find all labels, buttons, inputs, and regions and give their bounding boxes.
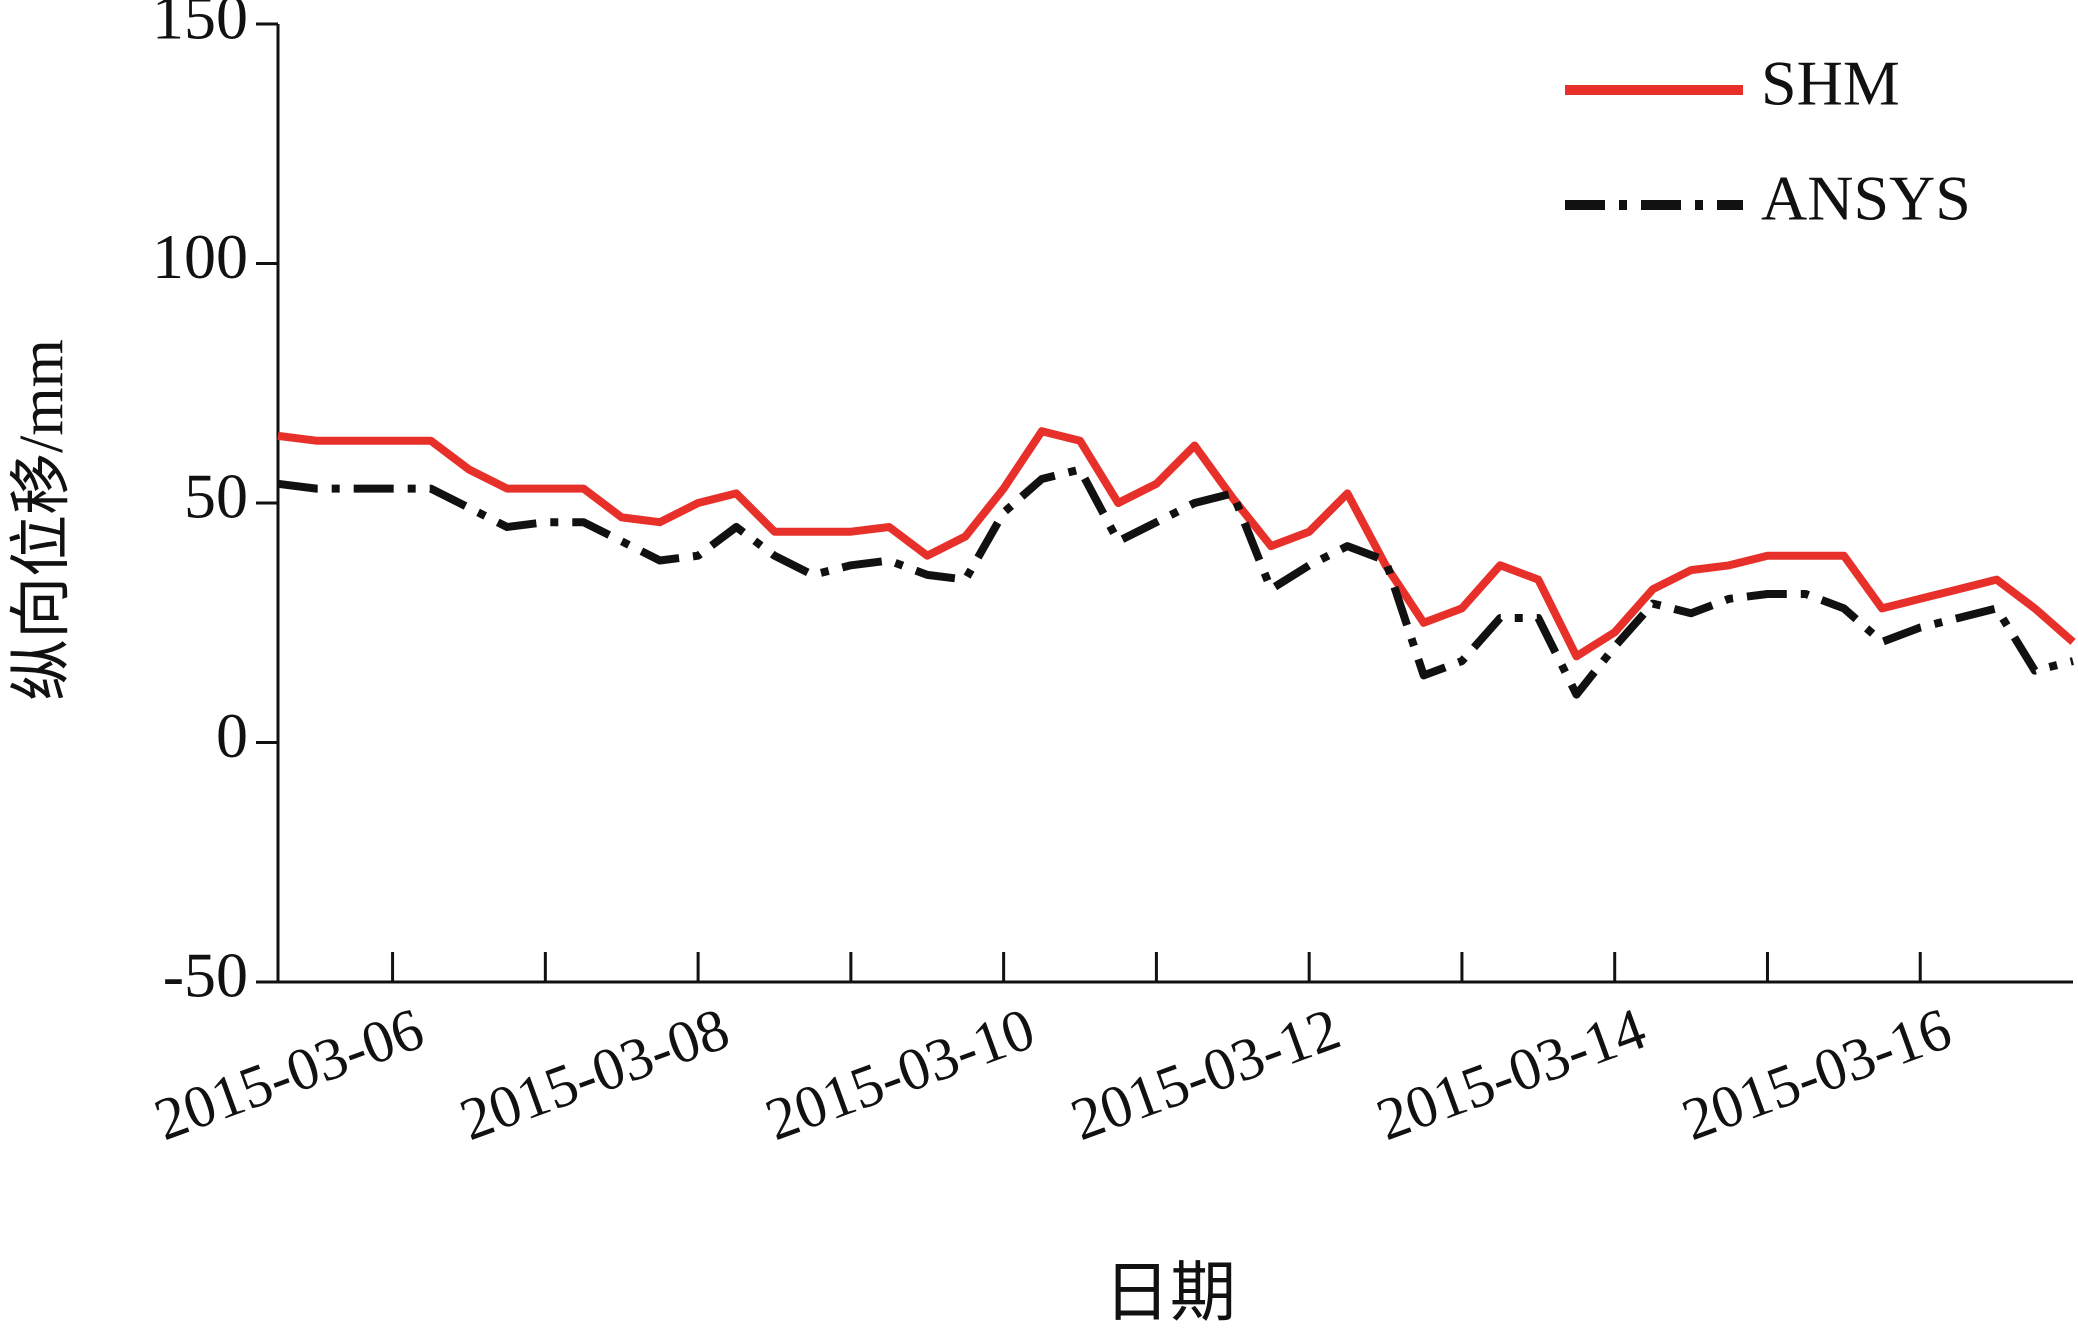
y-tick-label: -50 (163, 940, 248, 1011)
x-tick-label: 2015-03-10 (757, 995, 1043, 1153)
y-axis-label: 纵向位移/mm (8, 339, 76, 701)
y-tick-label: 150 (152, 0, 248, 53)
x-tick-label: 2015-03-12 (1063, 995, 1349, 1153)
x-tick-label: 2015-03-06 (146, 995, 432, 1153)
x-tick-label: 2015-03-08 (452, 995, 738, 1153)
legend-label: SHM (1761, 48, 1900, 119)
x-tick-label: 2015-03-16 (1674, 995, 1960, 1153)
y-tick-label: 100 (152, 221, 248, 292)
series-line (277, 465, 2074, 699)
legend-label: ANSYS (1761, 163, 1971, 234)
x-tick-label: 2015-03-14 (1368, 995, 1654, 1153)
y-tick-label: 50 (184, 461, 248, 532)
x-axis-label: 日期 (1104, 1257, 1236, 1330)
series-line (277, 427, 2076, 661)
y-tick-label: 0 (216, 700, 248, 771)
